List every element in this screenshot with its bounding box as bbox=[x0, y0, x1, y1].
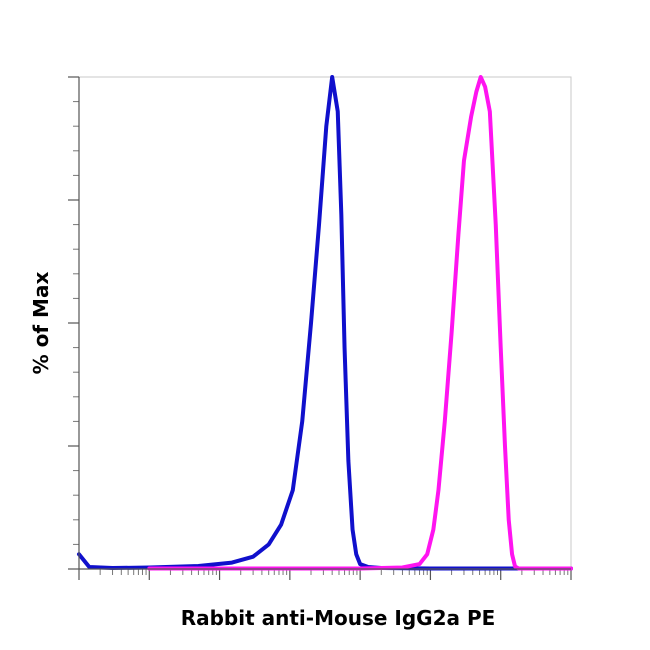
series-group bbox=[77, 75, 573, 571]
y-axis-label: % of Max bbox=[29, 272, 53, 375]
histogram-series-1 bbox=[77, 75, 573, 571]
axis-ticks bbox=[68, 76, 572, 580]
histogram-series-2 bbox=[147, 75, 573, 571]
x-axis-label: Rabbit anti-Mouse IgG2a PE bbox=[181, 606, 496, 630]
